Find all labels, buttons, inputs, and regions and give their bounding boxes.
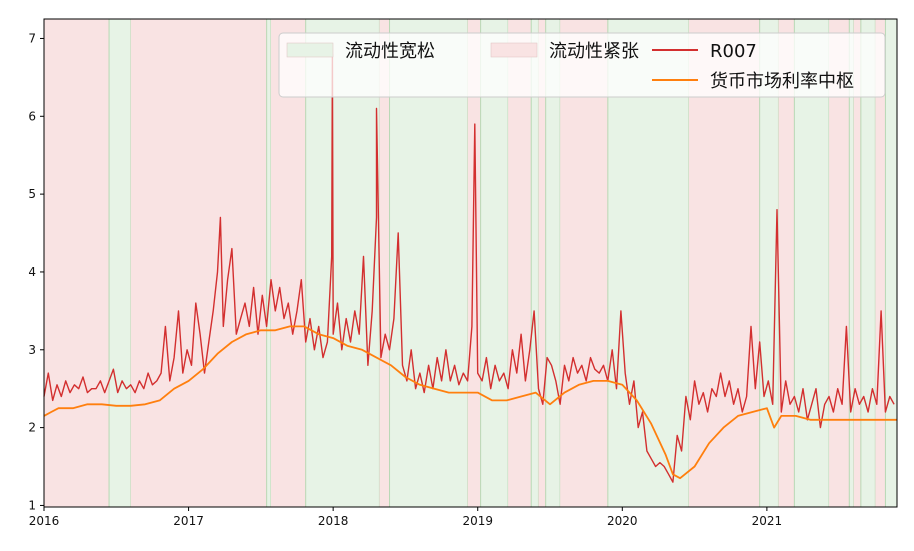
regime-band-tight: [44, 19, 110, 507]
regime-band-tight: [853, 19, 861, 507]
x-tick-label: 2016: [29, 514, 60, 528]
regime-band-tight: [379, 19, 390, 507]
legend-swatch-tight: [490, 42, 538, 58]
regime-band-loose: [849, 19, 854, 507]
x-tick-label: 2021: [752, 514, 783, 528]
regime-band-loose: [109, 19, 131, 507]
regime-band-loose: [860, 19, 876, 507]
regime-band-tight: [270, 19, 306, 507]
regime-band-tight: [829, 19, 850, 507]
regime-band-tight: [688, 19, 760, 507]
y-tick-label: 6: [28, 109, 36, 123]
x-tick-label: 2020: [607, 514, 638, 528]
x-tick-label: 2019: [462, 514, 493, 528]
legend-label: 流动性紧张: [549, 41, 639, 62]
regime-band-loose: [607, 19, 689, 507]
series-line-r007: [43, 53, 895, 483]
legend-label: 货币市场利率中枢: [710, 71, 854, 92]
regime-band-loose: [794, 19, 830, 507]
y-tick-label: 3: [28, 343, 36, 357]
regime-band-tight: [538, 19, 546, 507]
legend-label: 流动性宽松: [345, 41, 435, 62]
regime-band-loose: [305, 19, 380, 507]
legend: 流动性宽松 流动性紧张 R007 货币市场利率中枢: [278, 32, 886, 98]
legend-label: R007: [710, 41, 757, 62]
regime-band-loose: [531, 19, 539, 507]
x-tick-label: 2017: [173, 514, 204, 528]
axes: 2016 2017 2018 2019 2020 2021 1 2 3 4 5 6 7: [28, 31, 782, 528]
regime-band-tight: [778, 19, 795, 507]
regime-band-tight: [467, 19, 481, 507]
y-tick-label: 5: [28, 187, 36, 201]
legend-box: [278, 32, 886, 98]
y-tick-label: 1: [28, 498, 36, 512]
regime-band-tight: [508, 19, 532, 507]
regime-band-tight: [875, 19, 886, 507]
y-tick-label: 4: [28, 265, 36, 279]
y-tick-label: 2: [28, 421, 36, 435]
regime-band-loose: [480, 19, 509, 507]
legend-swatch-loose: [286, 42, 334, 58]
series-line-center: [43, 325, 897, 480]
regime-band-loose: [389, 19, 468, 507]
regime-band-loose: [885, 19, 897, 507]
series-lines: [43, 53, 897, 483]
regime-band-loose: [266, 19, 271, 507]
plot-frame: [43, 18, 898, 508]
y-tick-label: 7: [28, 31, 36, 45]
x-tick-label: 2018: [318, 514, 349, 528]
regime-band-tight: [130, 19, 267, 507]
regime-band-tight: [560, 19, 608, 507]
